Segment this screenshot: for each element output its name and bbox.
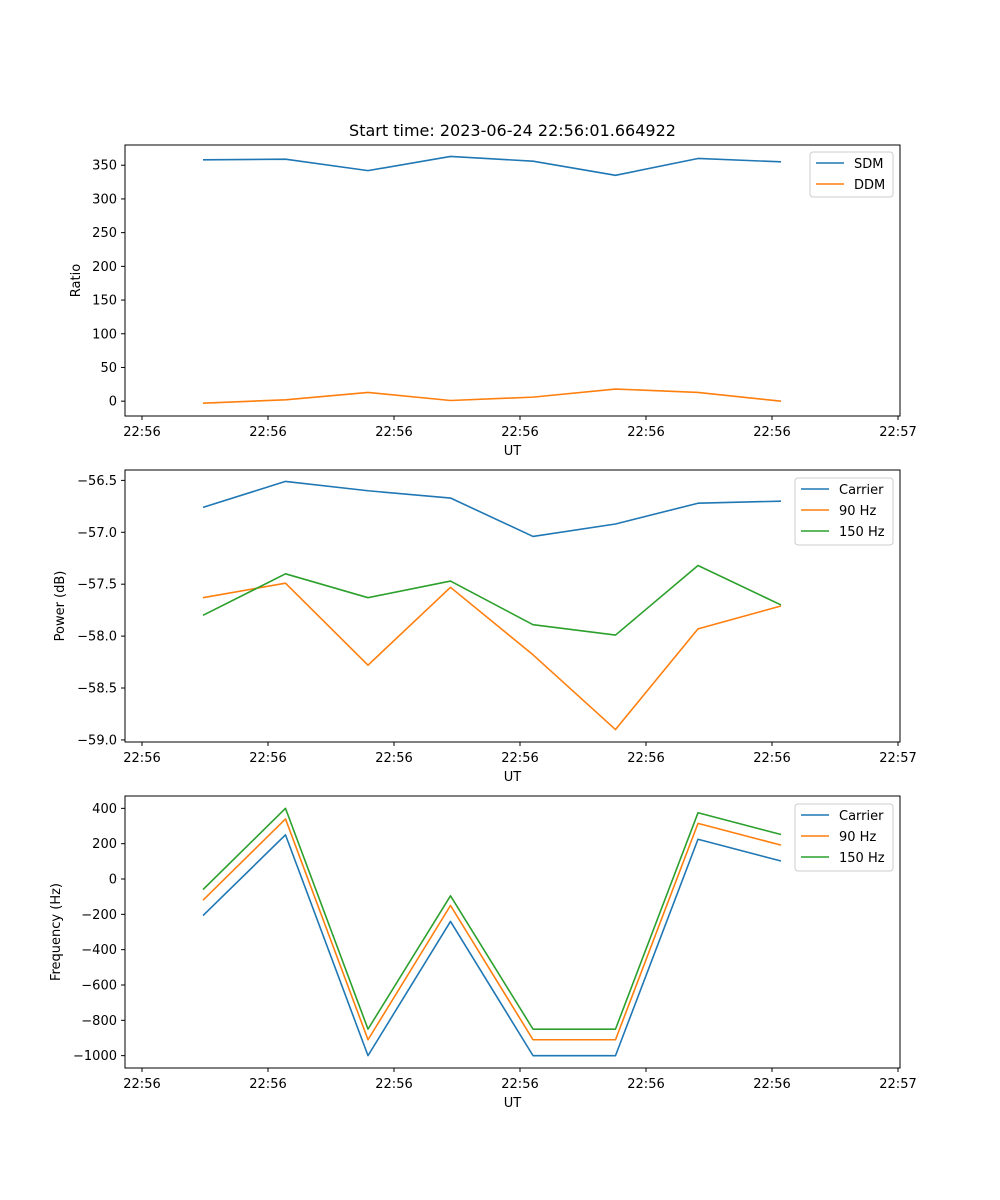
x-tick-label: 22:56: [501, 751, 538, 766]
series-line-90-hz: [202, 818, 782, 1041]
x-tick-label: 22:57: [879, 425, 916, 440]
y-tick-label: 300: [92, 192, 117, 207]
x-tick-label: 22:56: [249, 1077, 286, 1092]
plot-frame: [124, 795, 901, 1069]
legend-label: SDM: [854, 157, 883, 172]
legend-label: Carrier: [839, 483, 884, 498]
y-tick-label: 0: [109, 395, 117, 410]
series-line-150-hz: [202, 807, 782, 1030]
y-axis-label: Ratio: [69, 264, 84, 297]
x-axis-label: UT: [504, 770, 522, 785]
y-tick-label: −200: [81, 908, 117, 923]
legend: Carrier 90 Hz 150 Hz: [794, 477, 894, 546]
legend-label: 90 Hz: [839, 830, 876, 845]
legend: Carrier 90 Hz 150 Hz: [794, 803, 894, 872]
series-line-sdm: [202, 155, 782, 177]
x-tick-label: 22:56: [123, 751, 160, 766]
x-tick-label: 22:56: [501, 1077, 538, 1092]
chart-panel-1: Start time: 2023-06-24 22:56:01.664922 0 5…: [69, 121, 917, 459]
series-line-carrier: [202, 480, 782, 538]
y-tick-label: −56.5: [77, 474, 117, 489]
y-tick-label: 150: [92, 294, 117, 309]
y-tick-label: −1000: [73, 1049, 117, 1064]
x-axis-label: UT: [504, 1096, 522, 1111]
y-tick-label: 100: [92, 327, 117, 342]
x-tick-label: 22:56: [753, 751, 790, 766]
legend-label: 90 Hz: [839, 504, 876, 519]
legend-box: [794, 803, 894, 872]
plot-frame: [124, 469, 901, 743]
legend-label: DDM: [854, 178, 885, 193]
y-tick-label: 0: [109, 873, 117, 888]
x-tick-label: 22:56: [627, 425, 664, 440]
y-tick-label: 200: [92, 837, 117, 852]
y-tick-label: 250: [92, 226, 117, 241]
chart-title: Start time: 2023-06-24 22:56:01.664922: [349, 121, 676, 140]
y-axis-label: Frequency (Hz): [49, 883, 64, 981]
y-tick-label: 50: [100, 361, 117, 376]
y-tick-label: 400: [92, 802, 117, 817]
x-tick-label: 22:57: [879, 1077, 916, 1092]
y-tick-label: −58.0: [77, 630, 117, 645]
plot-frame: [124, 144, 901, 417]
x-tick-label: 22:56: [501, 425, 538, 440]
chart-panel-3: −1000 −800 −600 −400 −200 0 200 400 22:56 22:56 22…: [49, 795, 917, 1111]
x-tick-label: 22:56: [375, 425, 412, 440]
x-tick-label: 22:56: [753, 425, 790, 440]
x-tick-label: 22:57: [879, 751, 916, 766]
x-tick-label: 22:56: [375, 751, 412, 766]
y-tick-label: −600: [81, 978, 117, 993]
y-tick-label: −59.0: [77, 733, 117, 748]
x-tick-label: 22:56: [249, 751, 286, 766]
x-tick-label: 22:56: [375, 1077, 412, 1092]
y-tick-label: −58.5: [77, 682, 117, 697]
series-line-carrier: [202, 834, 782, 1057]
y-tick-label: 200: [92, 260, 117, 275]
x-tick-label: 22:56: [627, 751, 664, 766]
y-tick-label: −400: [81, 943, 117, 958]
x-tick-label: 22:56: [123, 425, 160, 440]
x-tick-label: 22:56: [249, 425, 286, 440]
chart-panel-2: −59.0 −58.5 −58.0 −57.5 −57.0 −56.5 22:56 22:56…: [53, 469, 917, 785]
legend-label: Carrier: [839, 809, 884, 824]
y-tick-label: 350: [92, 159, 117, 174]
legend: SDM DDM: [809, 151, 894, 198]
legend-label: 150 Hz: [839, 525, 885, 540]
y-tick-label: −57.0: [77, 526, 117, 541]
series-line-90-hz: [202, 582, 782, 731]
legend-box: [794, 477, 894, 546]
x-tick-label: 22:56: [753, 1077, 790, 1092]
y-tick-label: −57.5: [77, 578, 117, 593]
y-axis-label: Power (dB): [53, 571, 68, 642]
series-line-ddm: [202, 388, 782, 404]
y-tick-label: −800: [81, 1014, 117, 1029]
x-axis-label: UT: [504, 444, 522, 459]
x-tick-label: 22:56: [627, 1077, 664, 1092]
series-line-150-hz: [202, 564, 782, 636]
legend-label: 150 Hz: [839, 851, 885, 866]
x-tick-label: 22:56: [123, 1077, 160, 1092]
